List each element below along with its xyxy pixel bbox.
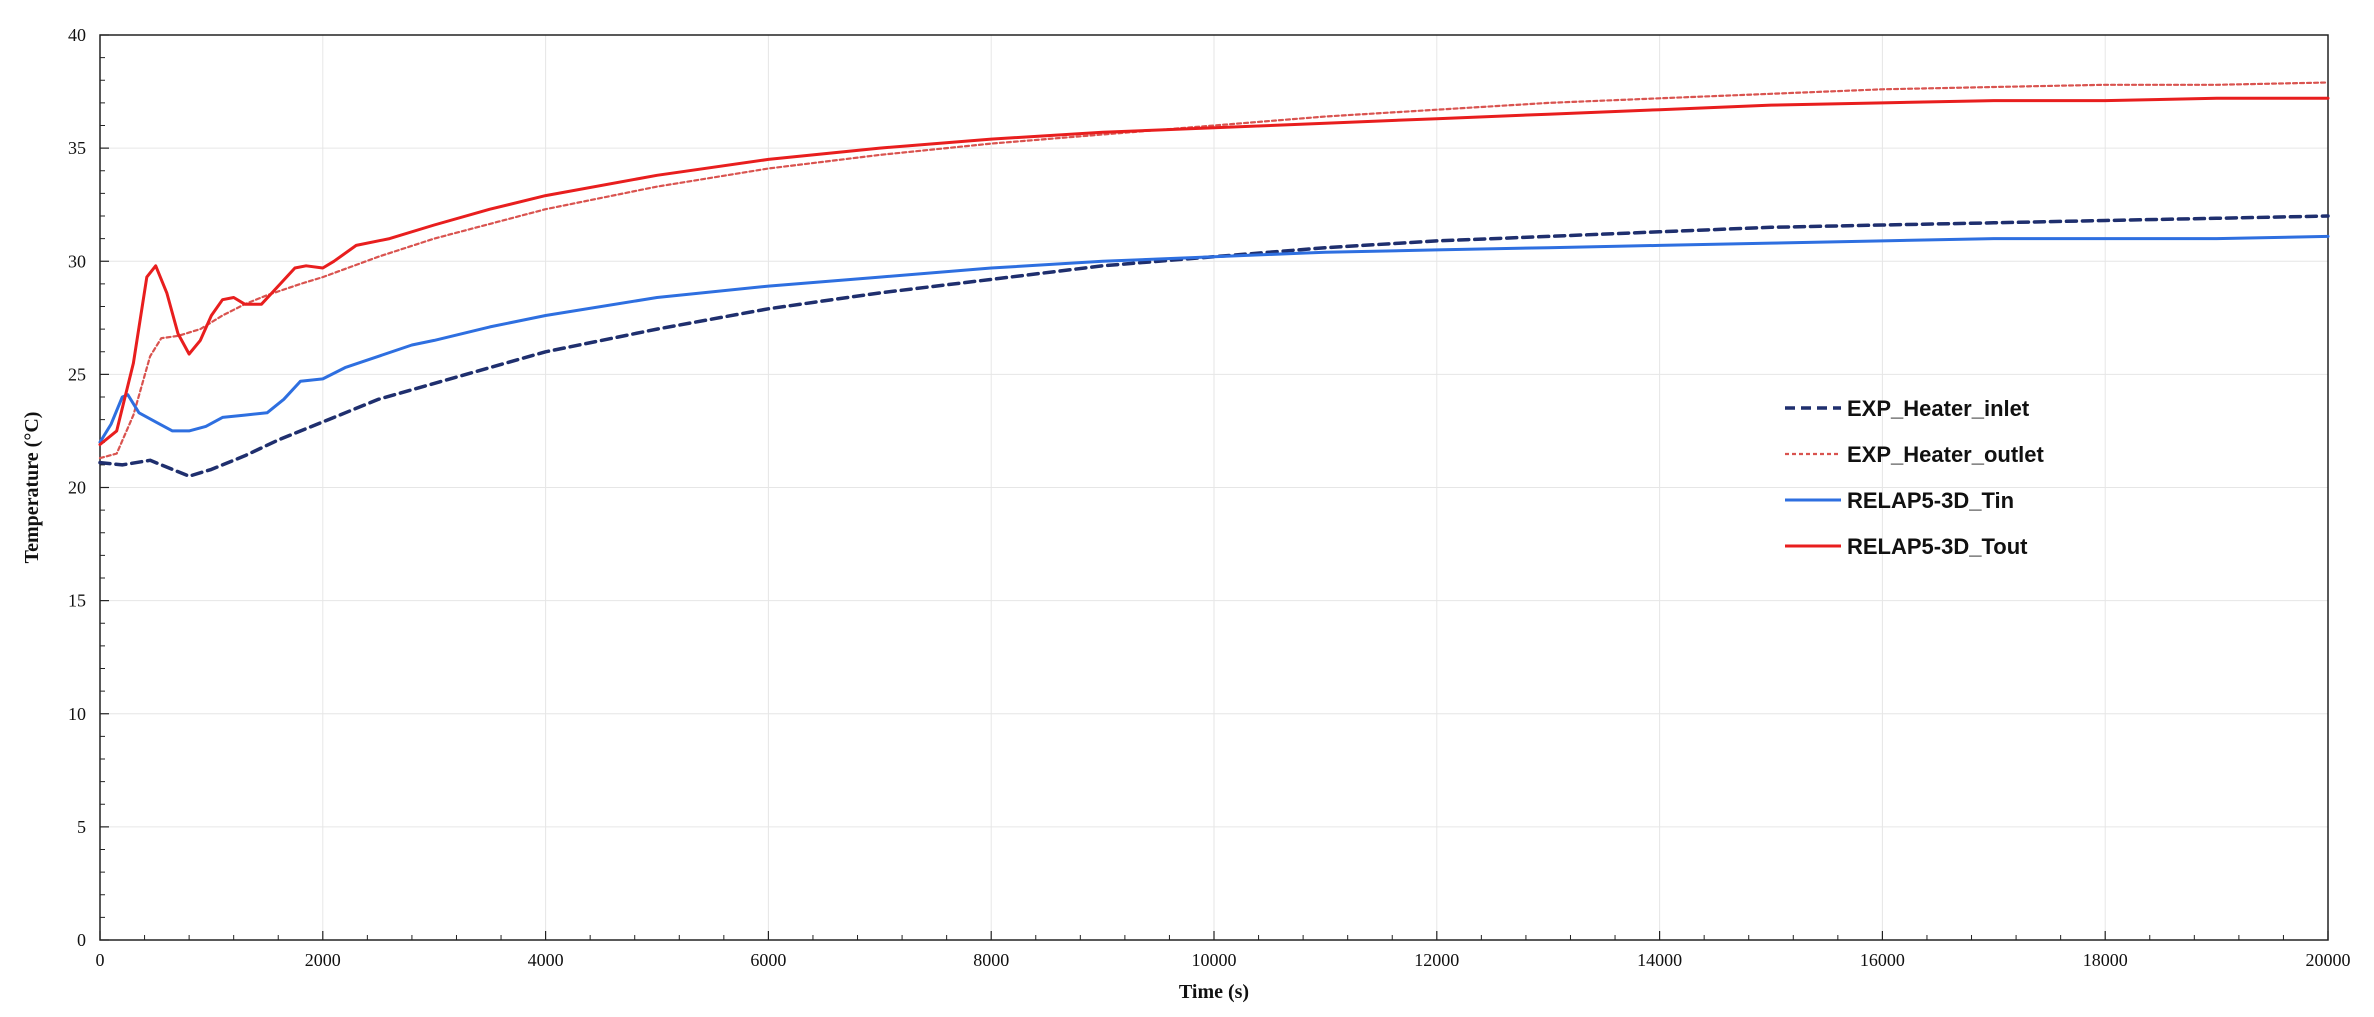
y-tick-label: 0 [77,930,86,950]
x-tick-label: 14000 [1637,950,1682,970]
legend: EXP_Heater_inlet EXP_Heater_outlet RELAP5-… [1785,396,2045,559]
series-line-0 [98,214,2330,478]
legend-label-3: RELAP5-3D_Tout [1847,534,2028,559]
series-lines [98,81,2330,478]
x-axis-title: Time (s) [1179,981,1249,1003]
y-tick-label: 30 [68,251,86,271]
y-tick-label: 25 [68,364,86,384]
x-tick-label: 16000 [1860,950,1905,970]
x-tick-label: 10000 [1192,950,1237,970]
series-line-3 [98,96,2330,446]
x-tick-label: 18000 [2083,950,2128,970]
axes [99,34,2329,941]
y-axis-title: Temperature (°C) [21,412,43,564]
x-tick-label: 12000 [1414,950,1459,970]
y-tick-label: 35 [68,138,86,158]
y-tick-label: 10 [68,704,86,724]
y-tick-label: 5 [77,817,86,837]
x-tick-label: 4000 [528,950,564,970]
y-tick-label: 40 [68,25,86,45]
tick-labels: 0 2000 4000 6000 8000 10000 12000 14000 16000 180… [68,25,2351,970]
legend-label-0: EXP_Heater_inlet [1847,396,2030,421]
y-tick-label: 20 [68,478,86,498]
x-tick-label: 8000 [973,950,1009,970]
x-tick-label: 6000 [750,950,786,970]
x-tick-label: 20000 [2306,950,2351,970]
legend-label-1: EXP_Heater_outlet [1847,442,2045,467]
series-line-2 [98,234,2330,444]
x-tick-label: 0 [96,950,105,970]
legend-label-2: RELAP5-3D_Tin [1847,488,2014,513]
x-tick-label: 2000 [305,950,341,970]
y-tick-label: 15 [68,591,86,611]
